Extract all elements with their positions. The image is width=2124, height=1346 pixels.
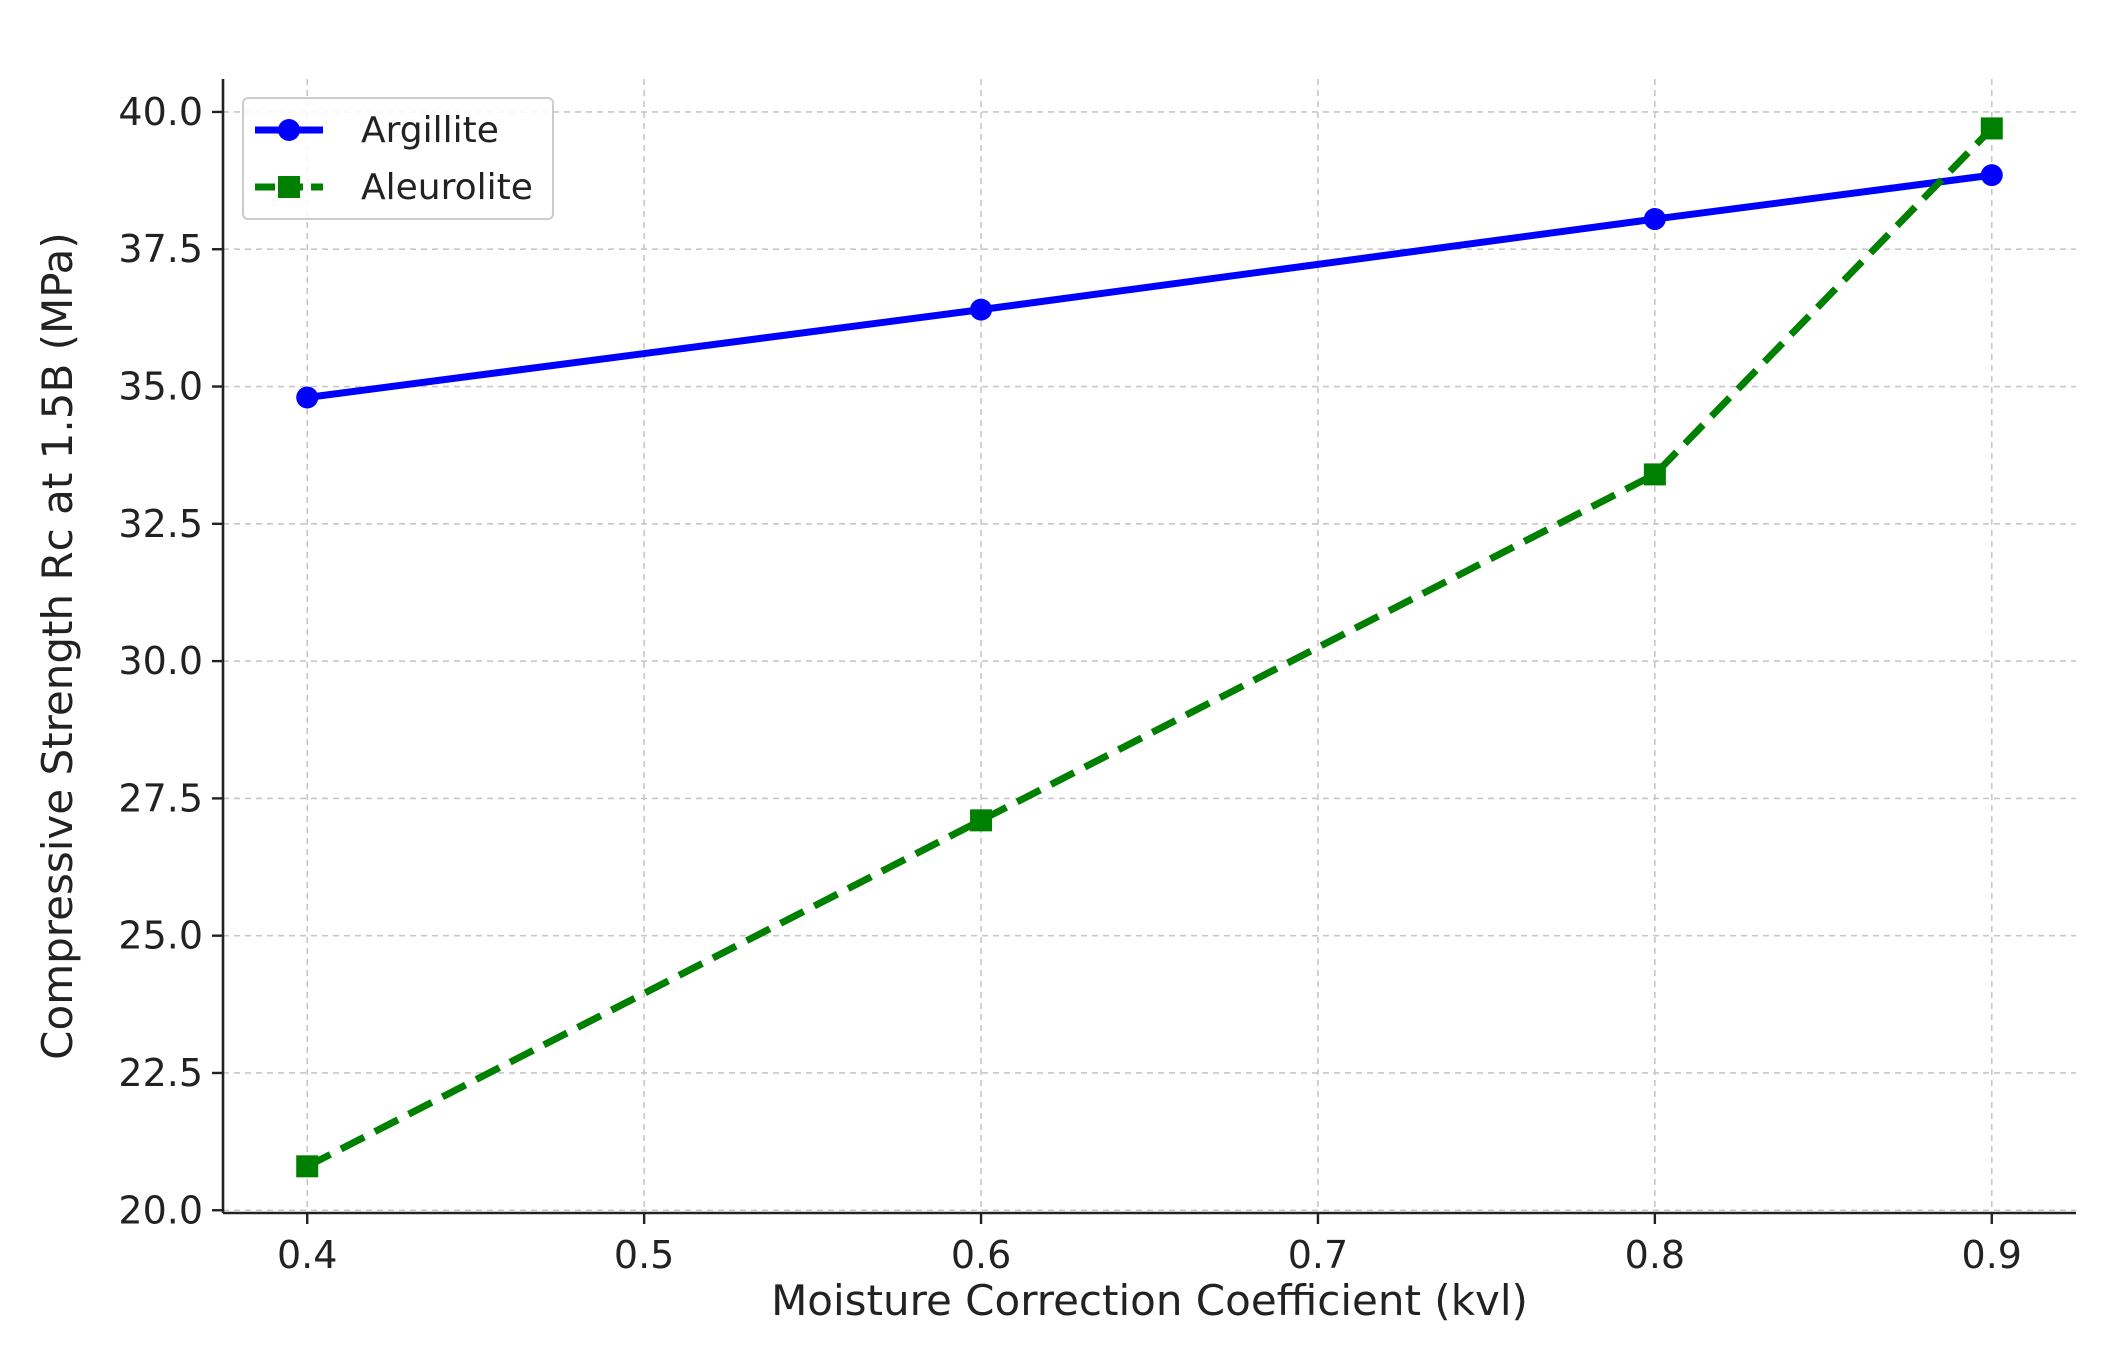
y-tick-label: 22.5 <box>118 1051 203 1095</box>
legend-swatch-marker <box>278 176 300 198</box>
series-argillite <box>296 164 2003 409</box>
data-point-aleurolite <box>296 1155 319 1178</box>
legend-label: Aleurolite <box>361 167 533 208</box>
y-tick-label: 27.5 <box>118 776 203 820</box>
series-aleurolite <box>296 117 2003 1178</box>
legend-entry-aleurolite: Aleurolite <box>255 167 533 208</box>
x-tick-label: 0.5 <box>614 1233 674 1277</box>
y-tick-label: 30.0 <box>118 639 203 683</box>
y-tick-label: 37.5 <box>118 227 203 271</box>
y-tick-label: 25.0 <box>118 914 203 958</box>
y-axis-label: Compressive Strength Rc at 1.5B (MPa) <box>33 232 82 1060</box>
grid-lines <box>223 79 2076 1213</box>
data-point-aleurolite <box>1980 117 2003 140</box>
x-tick-label: 0.7 <box>1288 1233 1348 1277</box>
x-tick-label: 0.4 <box>277 1233 337 1277</box>
data-point-aleurolite <box>1643 463 1666 486</box>
data-point-argillite <box>970 298 993 321</box>
data-point-argillite <box>1980 164 2003 187</box>
y-tick-label: 35.0 <box>118 365 203 409</box>
x-tick-label: 0.6 <box>951 1233 1011 1277</box>
legend-entry-argillite: Argillite <box>255 110 499 151</box>
x-axis-ticks: 0.4 0.5 0.6 0.7 0.8 0.9 <box>277 1213 2022 1277</box>
data-point-argillite <box>296 386 319 409</box>
y-tick-label: 40.0 <box>118 90 203 134</box>
legend-entries: Argillite Aleurolite <box>255 110 533 208</box>
data-point-argillite <box>1643 208 1666 231</box>
x-tick-label: 0.8 <box>1625 1233 1685 1277</box>
data-point-aleurolite <box>970 809 993 832</box>
axes <box>221 79 2076 1215</box>
legend: Argillite Aleurolite <box>242 97 554 220</box>
y-tick-label: 20.0 <box>118 1188 203 1232</box>
x-tick-label: 0.9 <box>1962 1233 2022 1277</box>
y-tick-label: 32.5 <box>118 502 203 546</box>
x-axis-label: Moisture Correction Coefficient (kvl) <box>771 1276 1528 1325</box>
legend-label: Argillite <box>361 110 499 151</box>
series-line-argillite <box>303 171 1996 402</box>
legend-swatch-marker <box>278 119 300 141</box>
series-line-aleurolite <box>305 125 1995 1170</box>
y-axis-ticks: 20.0 22.5 25.0 27.5 30.0 32.5 35.0 37.5 40.0 <box>118 90 223 1232</box>
series-layer <box>296 117 2003 1178</box>
